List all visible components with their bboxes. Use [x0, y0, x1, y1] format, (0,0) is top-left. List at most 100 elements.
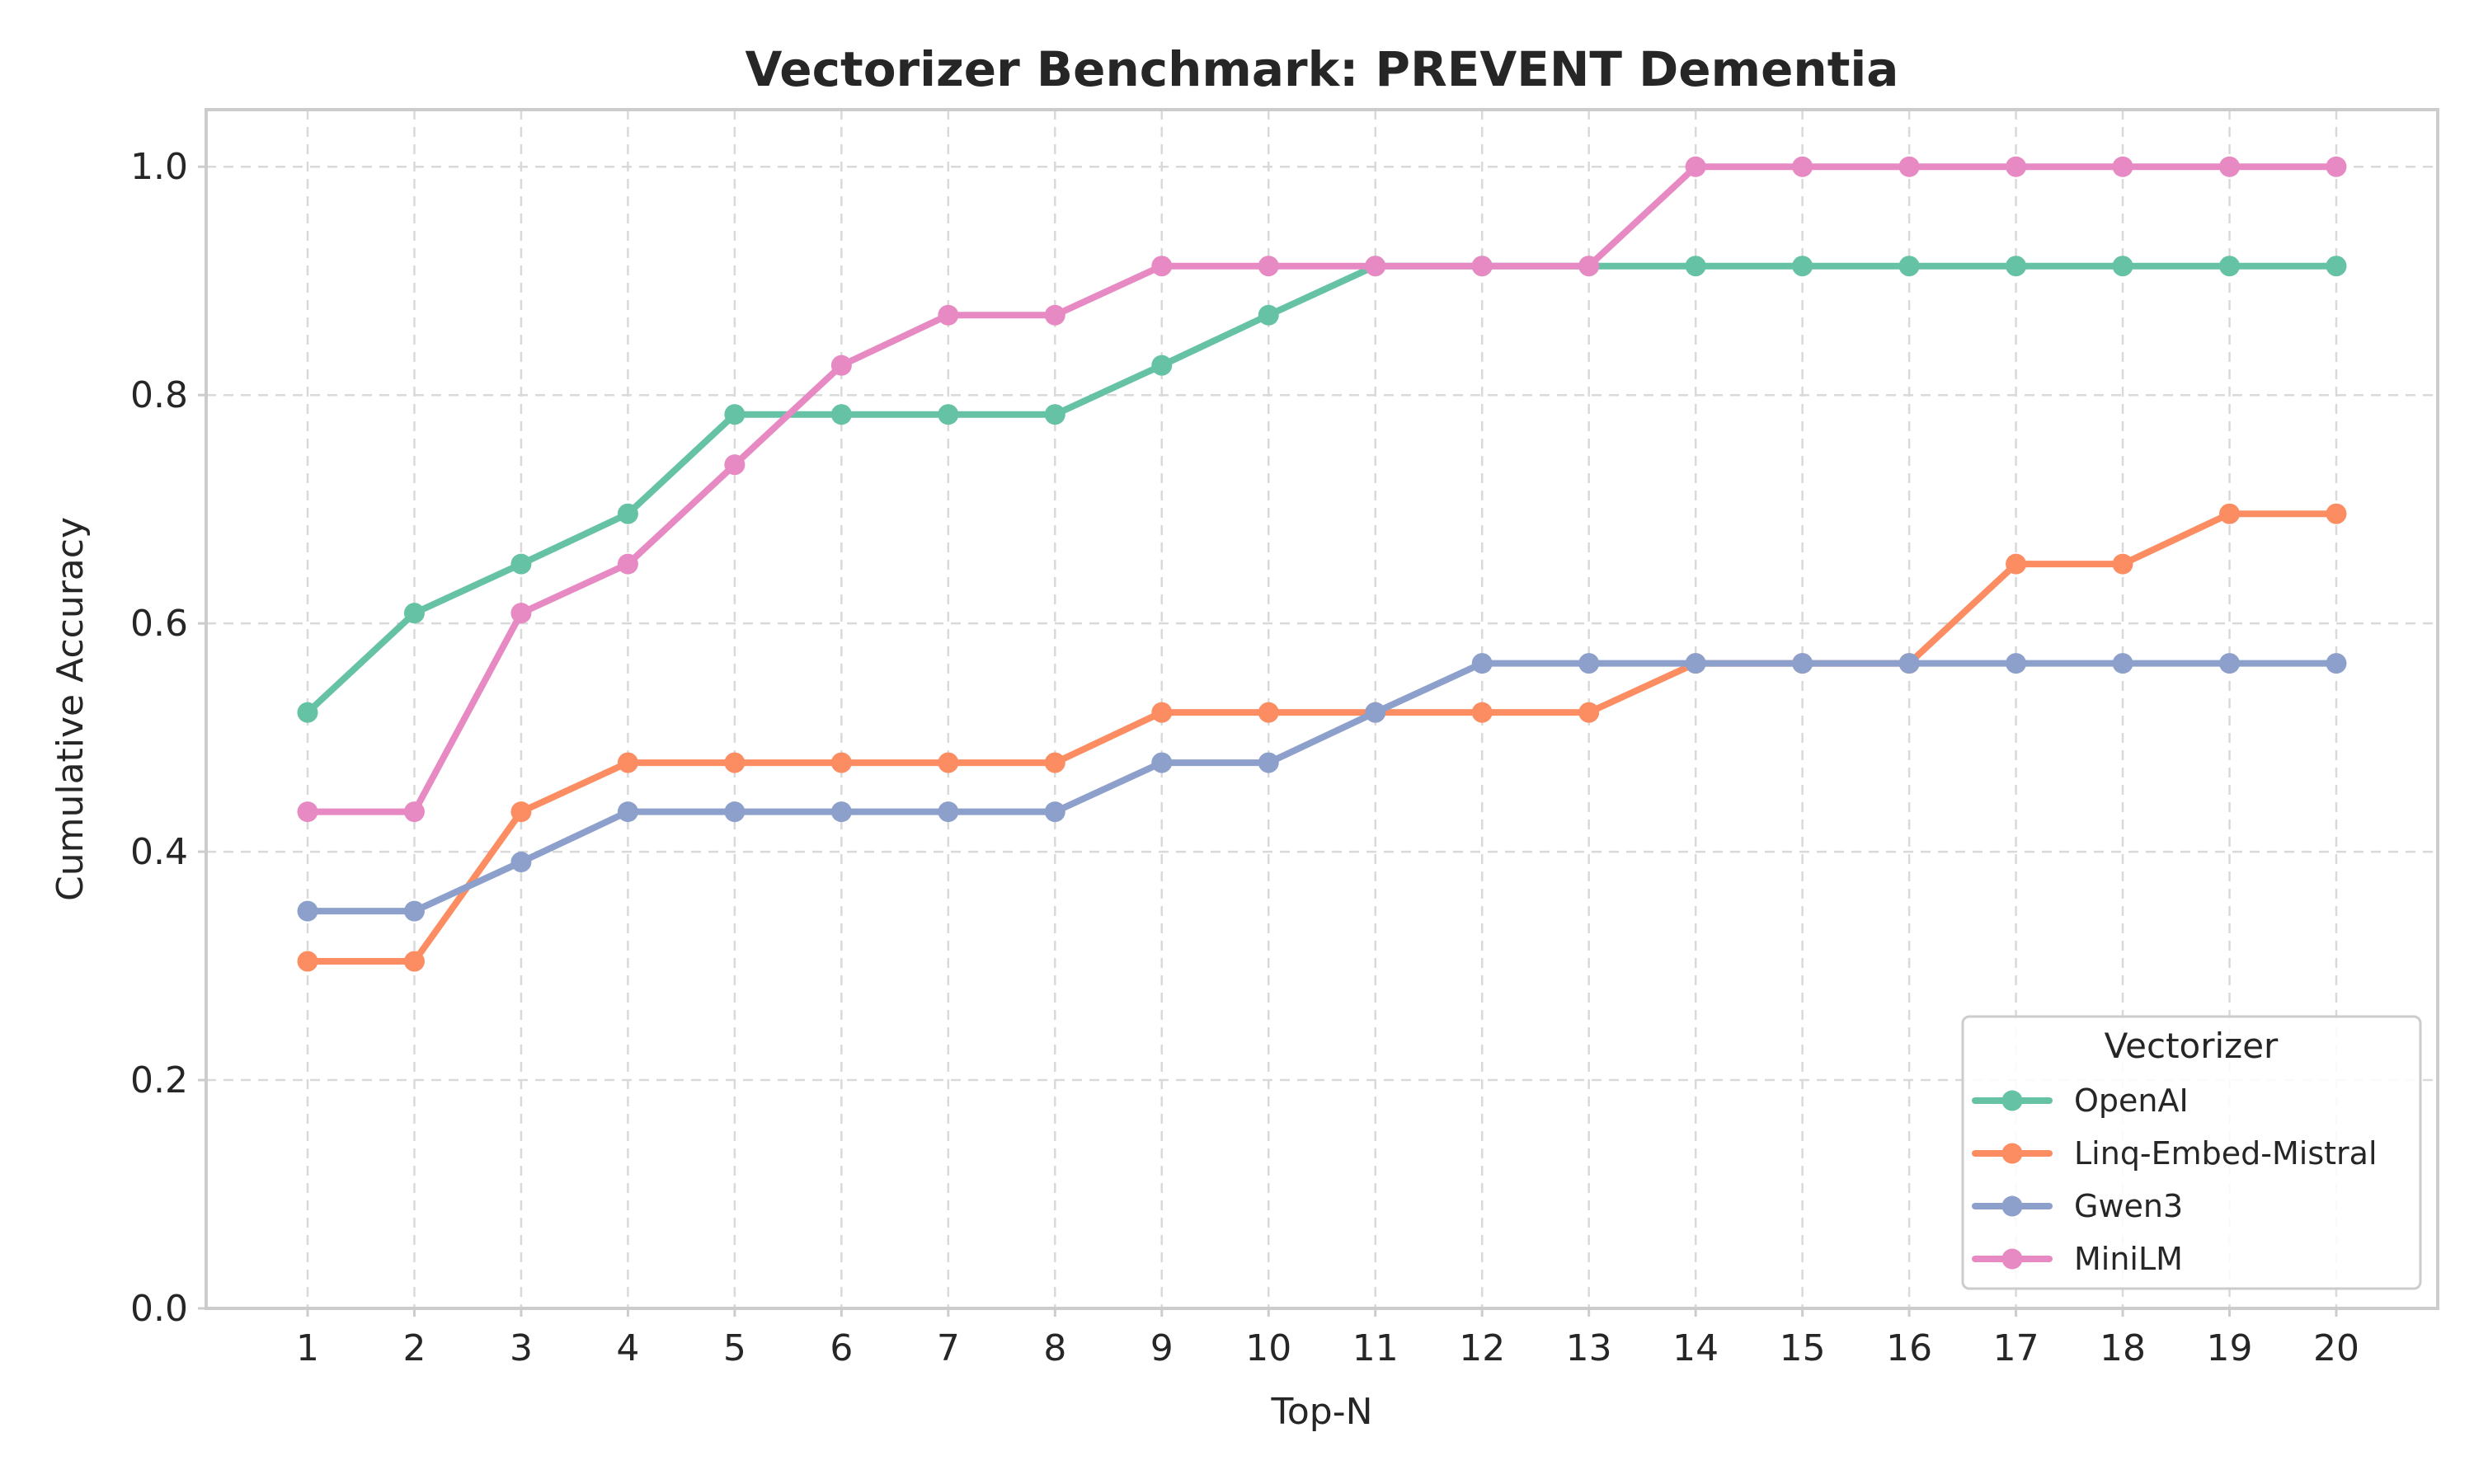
x-tick-label: 15 [1780, 1327, 1826, 1369]
data-point-openai [938, 404, 959, 425]
data-point-gwen3 [1792, 653, 1813, 674]
data-point-linq-embed-mistral [724, 752, 745, 773]
data-point-openai [403, 603, 425, 624]
data-point-openai [2219, 256, 2241, 277]
x-tick-label: 5 [723, 1327, 746, 1369]
data-point-minilm [1258, 256, 1279, 277]
data-point-openai [2326, 256, 2347, 277]
data-point-linq-embed-mistral [2112, 553, 2133, 575]
data-point-minilm [1151, 256, 1173, 277]
data-point-minilm [2006, 156, 2027, 177]
y-tick-label: 0.2 [130, 1059, 188, 1101]
series-minilm [297, 156, 2347, 823]
legend-label: MiniLM [2074, 1241, 2183, 1277]
x-tick-label: 14 [1672, 1327, 1719, 1369]
legend-label: OpenAI [2074, 1082, 2189, 1119]
data-point-linq-embed-mistral [297, 951, 318, 972]
data-point-openai [1792, 256, 1813, 277]
data-point-gwen3 [1898, 653, 1920, 674]
legend-swatch-marker [2001, 1248, 2023, 1270]
x-tick-label: 13 [1566, 1327, 1612, 1369]
legend-label: Gwen3 [2074, 1188, 2183, 1224]
x-tick-label: 2 [402, 1327, 426, 1369]
y-tick-label: 0.6 [130, 603, 188, 645]
y-axis-label: Cumulative Accuracy [49, 517, 92, 901]
x-axis-label: Top-N [1270, 1391, 1372, 1433]
data-point-linq-embed-mistral [617, 752, 638, 773]
data-point-minilm [1471, 256, 1493, 277]
x-tick-label: 4 [616, 1327, 639, 1369]
legend-item-linq-embed-mistral: Linq-Embed-Mistral [1972, 1135, 2378, 1172]
data-point-minilm [617, 553, 638, 575]
data-point-linq-embed-mistral [2326, 503, 2347, 524]
legend-title: Vectorizer [2105, 1026, 2279, 1066]
legend-box [1961, 1015, 2422, 1290]
data-point-minilm [1578, 256, 1600, 277]
x-tick-label: 11 [1352, 1327, 1399, 1369]
data-point-gwen3 [1471, 653, 1493, 674]
data-point-minilm [1898, 156, 1920, 177]
x-tick-label: 6 [830, 1327, 853, 1369]
tick-labels: 1 2 3 4 5 6 7 8 9 10 11 12 13 14 15 16 17 18 19 200.00.20.4… [130, 146, 2359, 1369]
data-point-openai [1685, 256, 1706, 277]
y-tick-label: 0.8 [130, 374, 188, 416]
data-point-linq-embed-mistral [1044, 752, 1065, 773]
data-point-gwen3 [2219, 653, 2241, 674]
series-line-minilm [304, 163, 2340, 815]
data-point-gwen3 [1151, 752, 1173, 773]
x-tick-label: 7 [937, 1327, 960, 1369]
series [297, 156, 2347, 972]
data-point-minilm [2219, 156, 2241, 177]
data-point-linq-embed-mistral [1151, 702, 1173, 723]
x-tick-label: 9 [1150, 1327, 1174, 1369]
data-point-gwen3 [2326, 653, 2347, 674]
data-point-linq-embed-mistral [1258, 702, 1279, 723]
data-point-minilm [1792, 156, 1813, 177]
data-point-minilm [403, 801, 425, 823]
data-point-openai [1151, 355, 1173, 376]
x-tick-label: 19 [2207, 1327, 2253, 1369]
legend: Vectorizer OpenAI Linq-Embed-Mistral Gwen3… [1961, 1015, 2422, 1290]
data-point-minilm [830, 355, 852, 376]
x-tick-label: 20 [2313, 1327, 2359, 1369]
plot-frame [205, 108, 2439, 1310]
legend-swatch-marker [2001, 1195, 2023, 1217]
series-line-openai [304, 262, 2340, 716]
data-point-gwen3 [1578, 653, 1600, 674]
data-point-gwen3 [403, 900, 425, 922]
data-point-gwen3 [938, 801, 959, 823]
legend-swatch-marker [2001, 1090, 2023, 1111]
legend-item-gwen3: Gwen3 [1972, 1188, 2183, 1224]
chart-title: Vectorizer Benchmark: PREVENT Dementia [745, 41, 1899, 97]
data-point-minilm [1365, 256, 1386, 277]
data-point-openai [2112, 256, 2133, 277]
data-point-gwen3 [1258, 752, 1279, 773]
x-tick-label: 16 [1886, 1327, 1932, 1369]
data-point-linq-embed-mistral [2006, 553, 2027, 575]
data-point-linq-embed-mistral [1578, 702, 1600, 723]
data-point-minilm [1685, 156, 1706, 177]
data-point-minilm [297, 801, 318, 823]
x-tick-label: 8 [1043, 1327, 1066, 1369]
legend-items: OpenAI Linq-Embed-Mistral Gwen3 MiniLM [1972, 1082, 2378, 1277]
data-point-gwen3 [2006, 653, 2027, 674]
data-point-gwen3 [617, 801, 638, 823]
x-tick-label: 12 [1459, 1327, 1505, 1369]
x-tick-label: 1 [296, 1327, 319, 1369]
data-point-gwen3 [297, 900, 318, 922]
data-point-linq-embed-mistral [1471, 702, 1493, 723]
series-line-gwen3 [304, 660, 2340, 915]
legend-item-minilm: MiniLM [1972, 1241, 2183, 1277]
x-tick-label: 17 [1993, 1327, 2039, 1369]
data-point-linq-embed-mistral [403, 951, 425, 972]
data-point-openai [830, 404, 852, 425]
data-point-linq-embed-mistral [830, 752, 852, 773]
y-tick-label: 0.0 [130, 1288, 188, 1330]
data-point-gwen3 [724, 801, 745, 823]
data-point-minilm [1044, 304, 1065, 326]
series-openai [297, 256, 2347, 723]
data-point-minilm [724, 454, 745, 476]
data-point-gwen3 [830, 801, 852, 823]
